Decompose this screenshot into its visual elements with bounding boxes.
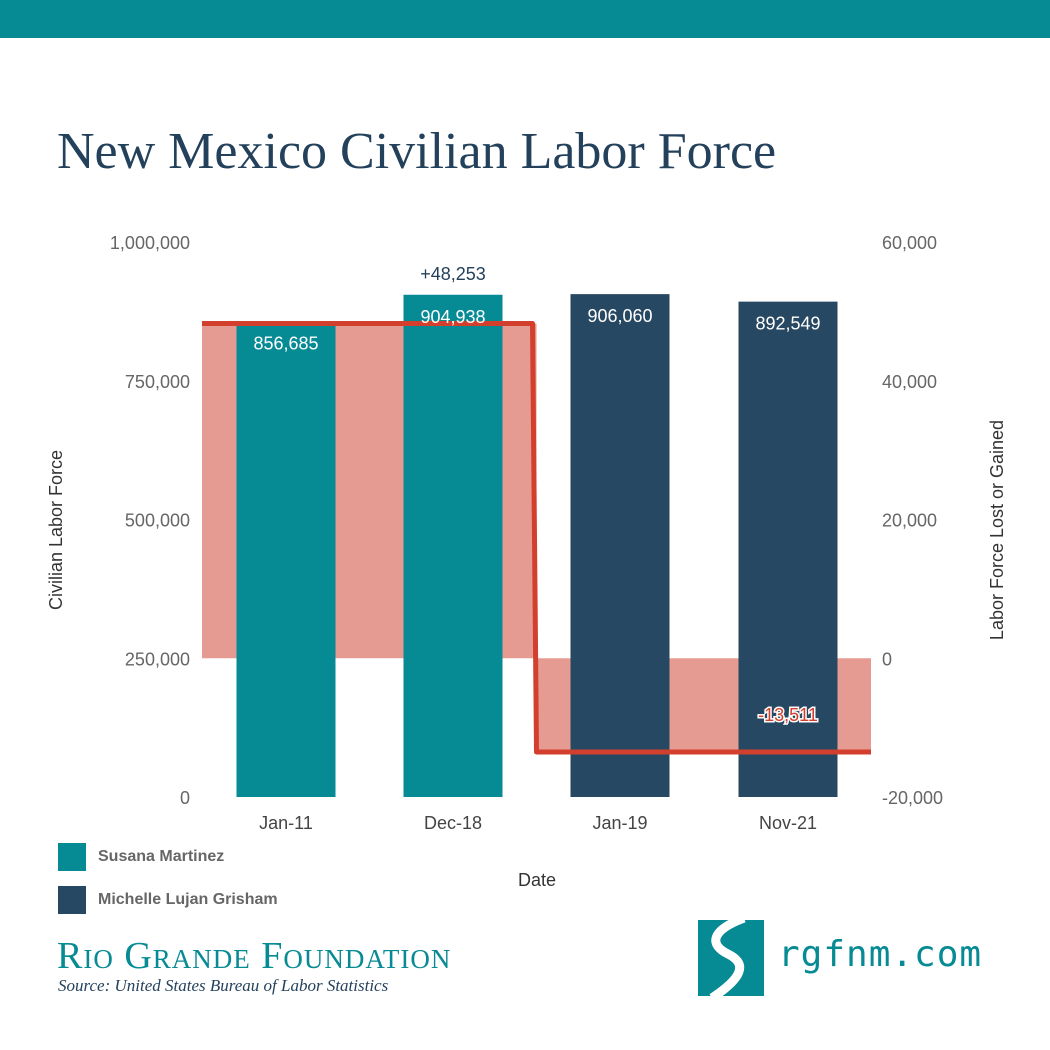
y2-tick-label: 20,000: [882, 511, 937, 531]
y-tick-label: 750,000: [125, 372, 190, 392]
labor-force-chart: 856,685 904,938 906,060 892,549 +48,253 -13,5…: [46, 233, 1007, 890]
bar-jan-11: [236, 321, 336, 797]
bar-value-label: 904,938: [420, 307, 485, 327]
organization-name: Rio Grande Foundation: [57, 935, 452, 977]
legend-swatch: [58, 886, 86, 914]
y-tick-label: 250,000: [125, 649, 190, 669]
change-value-label: +48,253: [420, 264, 486, 284]
change-value-label: -13,511: [758, 705, 818, 725]
bar-value-label: 892,549: [755, 314, 820, 334]
river-state-logo-icon: [698, 920, 764, 996]
x-tick-label: Jan-11: [259, 813, 313, 833]
legend-swatch: [58, 843, 86, 871]
y-tick-label: 0: [180, 788, 190, 808]
y-tick-label: 1,000,000: [110, 233, 190, 253]
bar-value-label: 906,060: [587, 306, 652, 326]
bar-jan-19: [570, 294, 670, 797]
y2-axis-title: Labor Force Lost or Gained: [987, 420, 1007, 640]
y2-tick-label: 60,000: [882, 233, 937, 253]
y2-tick-label: 0: [882, 649, 892, 669]
source-note: Source: United States Bureau of Labor St…: [58, 976, 389, 995]
y2-tick-label: 40,000: [882, 372, 937, 392]
bar-value-label: 856,685: [253, 334, 318, 354]
y-tick-label: 500,000: [125, 511, 190, 531]
bar-nov-21: [738, 301, 838, 797]
legend-label: Susana Martinez: [98, 848, 225, 865]
top-accent-bar: [0, 0, 1050, 38]
chart-title: New Mexico Civilian Labor Force: [57, 123, 777, 180]
x-tick-label: Dec-18: [424, 813, 482, 833]
y-axis-title: Civilian Labor Force: [46, 450, 66, 610]
change-step-line: [202, 320, 871, 755]
x-tick-label: Jan-19: [592, 813, 647, 833]
website-link[interactable]: rgfnm.com: [778, 934, 983, 975]
legend-label: Michelle Lujan Grisham: [98, 891, 278, 908]
x-axis-title: Date: [518, 870, 556, 890]
x-tick-label: Nov-21: [759, 813, 817, 833]
y2-tick-label: -20,000: [882, 788, 943, 808]
bar-dec-18: [403, 294, 503, 797]
